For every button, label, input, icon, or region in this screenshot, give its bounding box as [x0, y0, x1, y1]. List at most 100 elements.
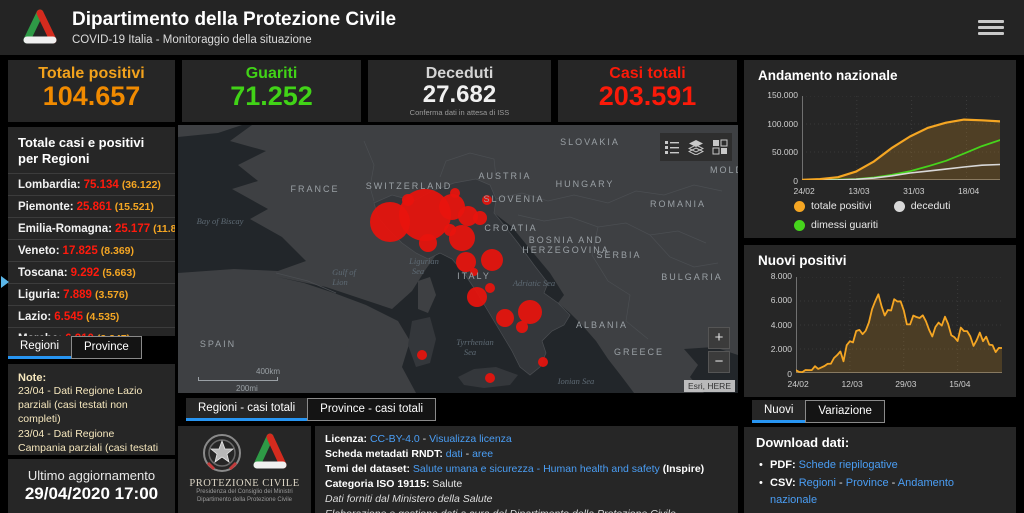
region-row-veneto[interactable]: Veneto: 17.825 (8.369)	[8, 238, 175, 261]
region-bubble[interactable]	[458, 206, 478, 226]
region-row-liguria[interactable]: Liguria: 7.889 (3.576)	[8, 282, 175, 305]
region-row-emilia-romagna[interactable]: Emilia-Romagna:25.177(11.862)	[8, 216, 175, 239]
menu-icon[interactable]	[978, 17, 1004, 37]
download-link[interactable]: Andamento nazionale	[770, 476, 955, 507]
y-tick-label: 100.000	[767, 118, 798, 129]
region-bubble[interactable]	[470, 268, 478, 276]
national-trend-chart[interactable]	[802, 96, 1000, 180]
region-bubble[interactable]	[496, 309, 514, 327]
y-tick-label: 50.000	[772, 147, 798, 157]
stat-value: 71.252	[230, 81, 313, 111]
region-bubble[interactable]	[419, 234, 437, 252]
org-line: Dipartimento della Protezione Civile	[196, 496, 293, 503]
license-link[interactable]: CC-BY-4.0	[369, 433, 420, 445]
map-layers-icon[interactable]	[688, 139, 704, 155]
regions-panel: Totale casi e positivi per Regioni Lomba…	[8, 127, 175, 336]
download-link[interactable]: Schede riepilogative	[798, 459, 898, 471]
region-bubble[interactable]	[449, 225, 475, 251]
map-country-label: ALBANIA	[576, 320, 628, 330]
stat-label: Guariti	[245, 65, 298, 82]
region-bubble[interactable]	[456, 252, 476, 272]
x-tick-label: 12/03	[841, 379, 863, 389]
panel-expand-arrow-icon[interactable]	[1, 276, 9, 288]
region-bubble[interactable]	[482, 195, 492, 205]
y-axis-labels: 150.000 100.000 50.000 0	[752, 91, 798, 185]
rndt-link[interactable]: aree	[472, 447, 494, 460]
region-name: Lombardia:	[18, 178, 81, 191]
license-panel: Licenza: CC-BY-4.0 - Visualizza licenza …	[315, 426, 738, 513]
region-total: 7.889	[63, 288, 92, 301]
region-bubble[interactable]	[417, 350, 427, 360]
region-positives: (3.347)	[97, 333, 130, 337]
y-tick-label: 4.000	[770, 319, 792, 330]
region-bubble[interactable]	[473, 211, 487, 225]
tab-nuovi[interactable]: Nuovi	[752, 400, 806, 423]
legend-dot-icon	[794, 219, 805, 231]
x-axis-labels: 24/02 13/03 31/03 18/04	[793, 183, 1000, 196]
scale-km-label: 400km	[256, 367, 281, 376]
tab-variazione[interactable]: Variazione	[805, 400, 885, 423]
country-labels-layer: FRANCE SWITZERLAND AUSTRIA SLOVAKIA HUNGARY S…	[200, 137, 738, 357]
y-tick-label: 0	[793, 175, 798, 186]
map-country-label: ROMANIA	[650, 199, 706, 209]
download-link[interactable]: Regioni	[798, 476, 836, 489]
region-bubbles-layer[interactable]	[370, 188, 548, 383]
new-variation-tabs: Nuovi Variazione	[752, 400, 885, 423]
tab-province[interactable]: Province	[71, 336, 142, 359]
download-link[interactable]: Province	[845, 476, 889, 489]
national-trend-panel: Andamento nazionale 150.000 100.000 50.000…	[744, 60, 1016, 238]
national-trend-title: Andamento nazionale	[758, 68, 898, 83]
regions-province-tabs: Regioni Province	[8, 336, 142, 359]
legend-item-totale-positivi[interactable]: totale positivi	[794, 200, 872, 212]
y-axis-labels: 8.000 6.000 4.000 2.000 0	[752, 272, 792, 378]
footer-logo-panel: PROTEZIONE CIVILE Presidenza del Consigl…	[178, 426, 311, 513]
stat-label: Casi totali	[609, 65, 686, 82]
legend-item-deceduti[interactable]: deceduti	[893, 200, 950, 212]
map-country-label: AUSTRIA	[478, 171, 531, 181]
legend-item-dimessi-guariti[interactable]: dimessi guariti	[794, 219, 878, 231]
download-label: PDF:	[770, 459, 796, 471]
region-bubble[interactable]	[538, 357, 548, 367]
map-country-label: SLOVAKIA	[560, 137, 620, 147]
zoom-out-button[interactable]: −	[708, 351, 730, 373]
download-link[interactable]: aree misure di contenimento	[810, 512, 949, 513]
region-bubble[interactable]	[516, 321, 528, 333]
map-panel[interactable]: FRANCE SWITZERLAND AUSTRIA SLOVAKIA HUNGARY S…	[178, 125, 738, 393]
download-item-shape: Shape:aree misure di contenimento	[759, 510, 1004, 513]
map-sea-label: Bay of Biscay	[197, 216, 244, 226]
iso-line: Categoria ISO 19115: Salute	[325, 477, 463, 490]
region-bubble[interactable]	[485, 283, 495, 293]
map-country-label: HERZEGOVINA	[522, 245, 610, 255]
zoom-in-button[interactable]: +	[708, 327, 730, 349]
europe-map[interactable]: FRANCE SWITZERLAND AUSTRIA SLOVAKIA HUNGARY S…	[178, 125, 738, 393]
tab-province-casi-totali[interactable]: Province - casi totali	[307, 398, 437, 421]
region-row-lazio[interactable]: Lazio: 6.545 (4.535)	[8, 304, 175, 327]
stat-label: Deceduti	[425, 65, 494, 82]
region-name: Lazio:	[18, 310, 52, 323]
region-row-toscana[interactable]: Toscana: 9.292 (5.663)	[8, 260, 175, 283]
tab-regioni-casi-totali[interactable]: Regioni - casi totali	[186, 398, 308, 421]
region-name: Emilia-Romagna:	[18, 222, 112, 235]
region-bubble[interactable]	[402, 194, 414, 206]
region-bubble[interactable]	[467, 287, 487, 307]
x-tick-label: 18/04	[958, 186, 980, 196]
new-positives-chart[interactable]	[796, 277, 1002, 373]
tab-regioni[interactable]: Regioni	[8, 336, 71, 359]
region-bubble[interactable]	[450, 188, 460, 198]
region-row-lombardia[interactable]: Lombardia: 75.134 (36.122)	[8, 172, 175, 195]
license-link[interactable]: Visualizza licenza	[429, 433, 512, 445]
rndt-link[interactable]: dati	[445, 447, 463, 460]
region-bubble[interactable]	[518, 300, 542, 324]
page-title: Dipartimento della Protezione Civile	[72, 9, 397, 30]
region-row-marche[interactable]: Marche:6.210(3.347)	[8, 326, 175, 337]
map-basemap-icon[interactable]	[712, 139, 728, 155]
stat-value: 203.591	[598, 81, 697, 111]
region-row-piemonte[interactable]: Piemonte: 25.861 (15.521)	[8, 194, 175, 217]
map-legend-icon[interactable]	[664, 139, 680, 155]
region-bubble[interactable]	[481, 249, 503, 271]
new-positives-title: Nuovi positivi	[758, 253, 847, 268]
region-bubble[interactable]	[485, 373, 495, 383]
map-attribution: Esri, HERE	[684, 380, 735, 392]
temi-link[interactable]: Salute umana e sicurezza - Human health …	[412, 462, 660, 475]
